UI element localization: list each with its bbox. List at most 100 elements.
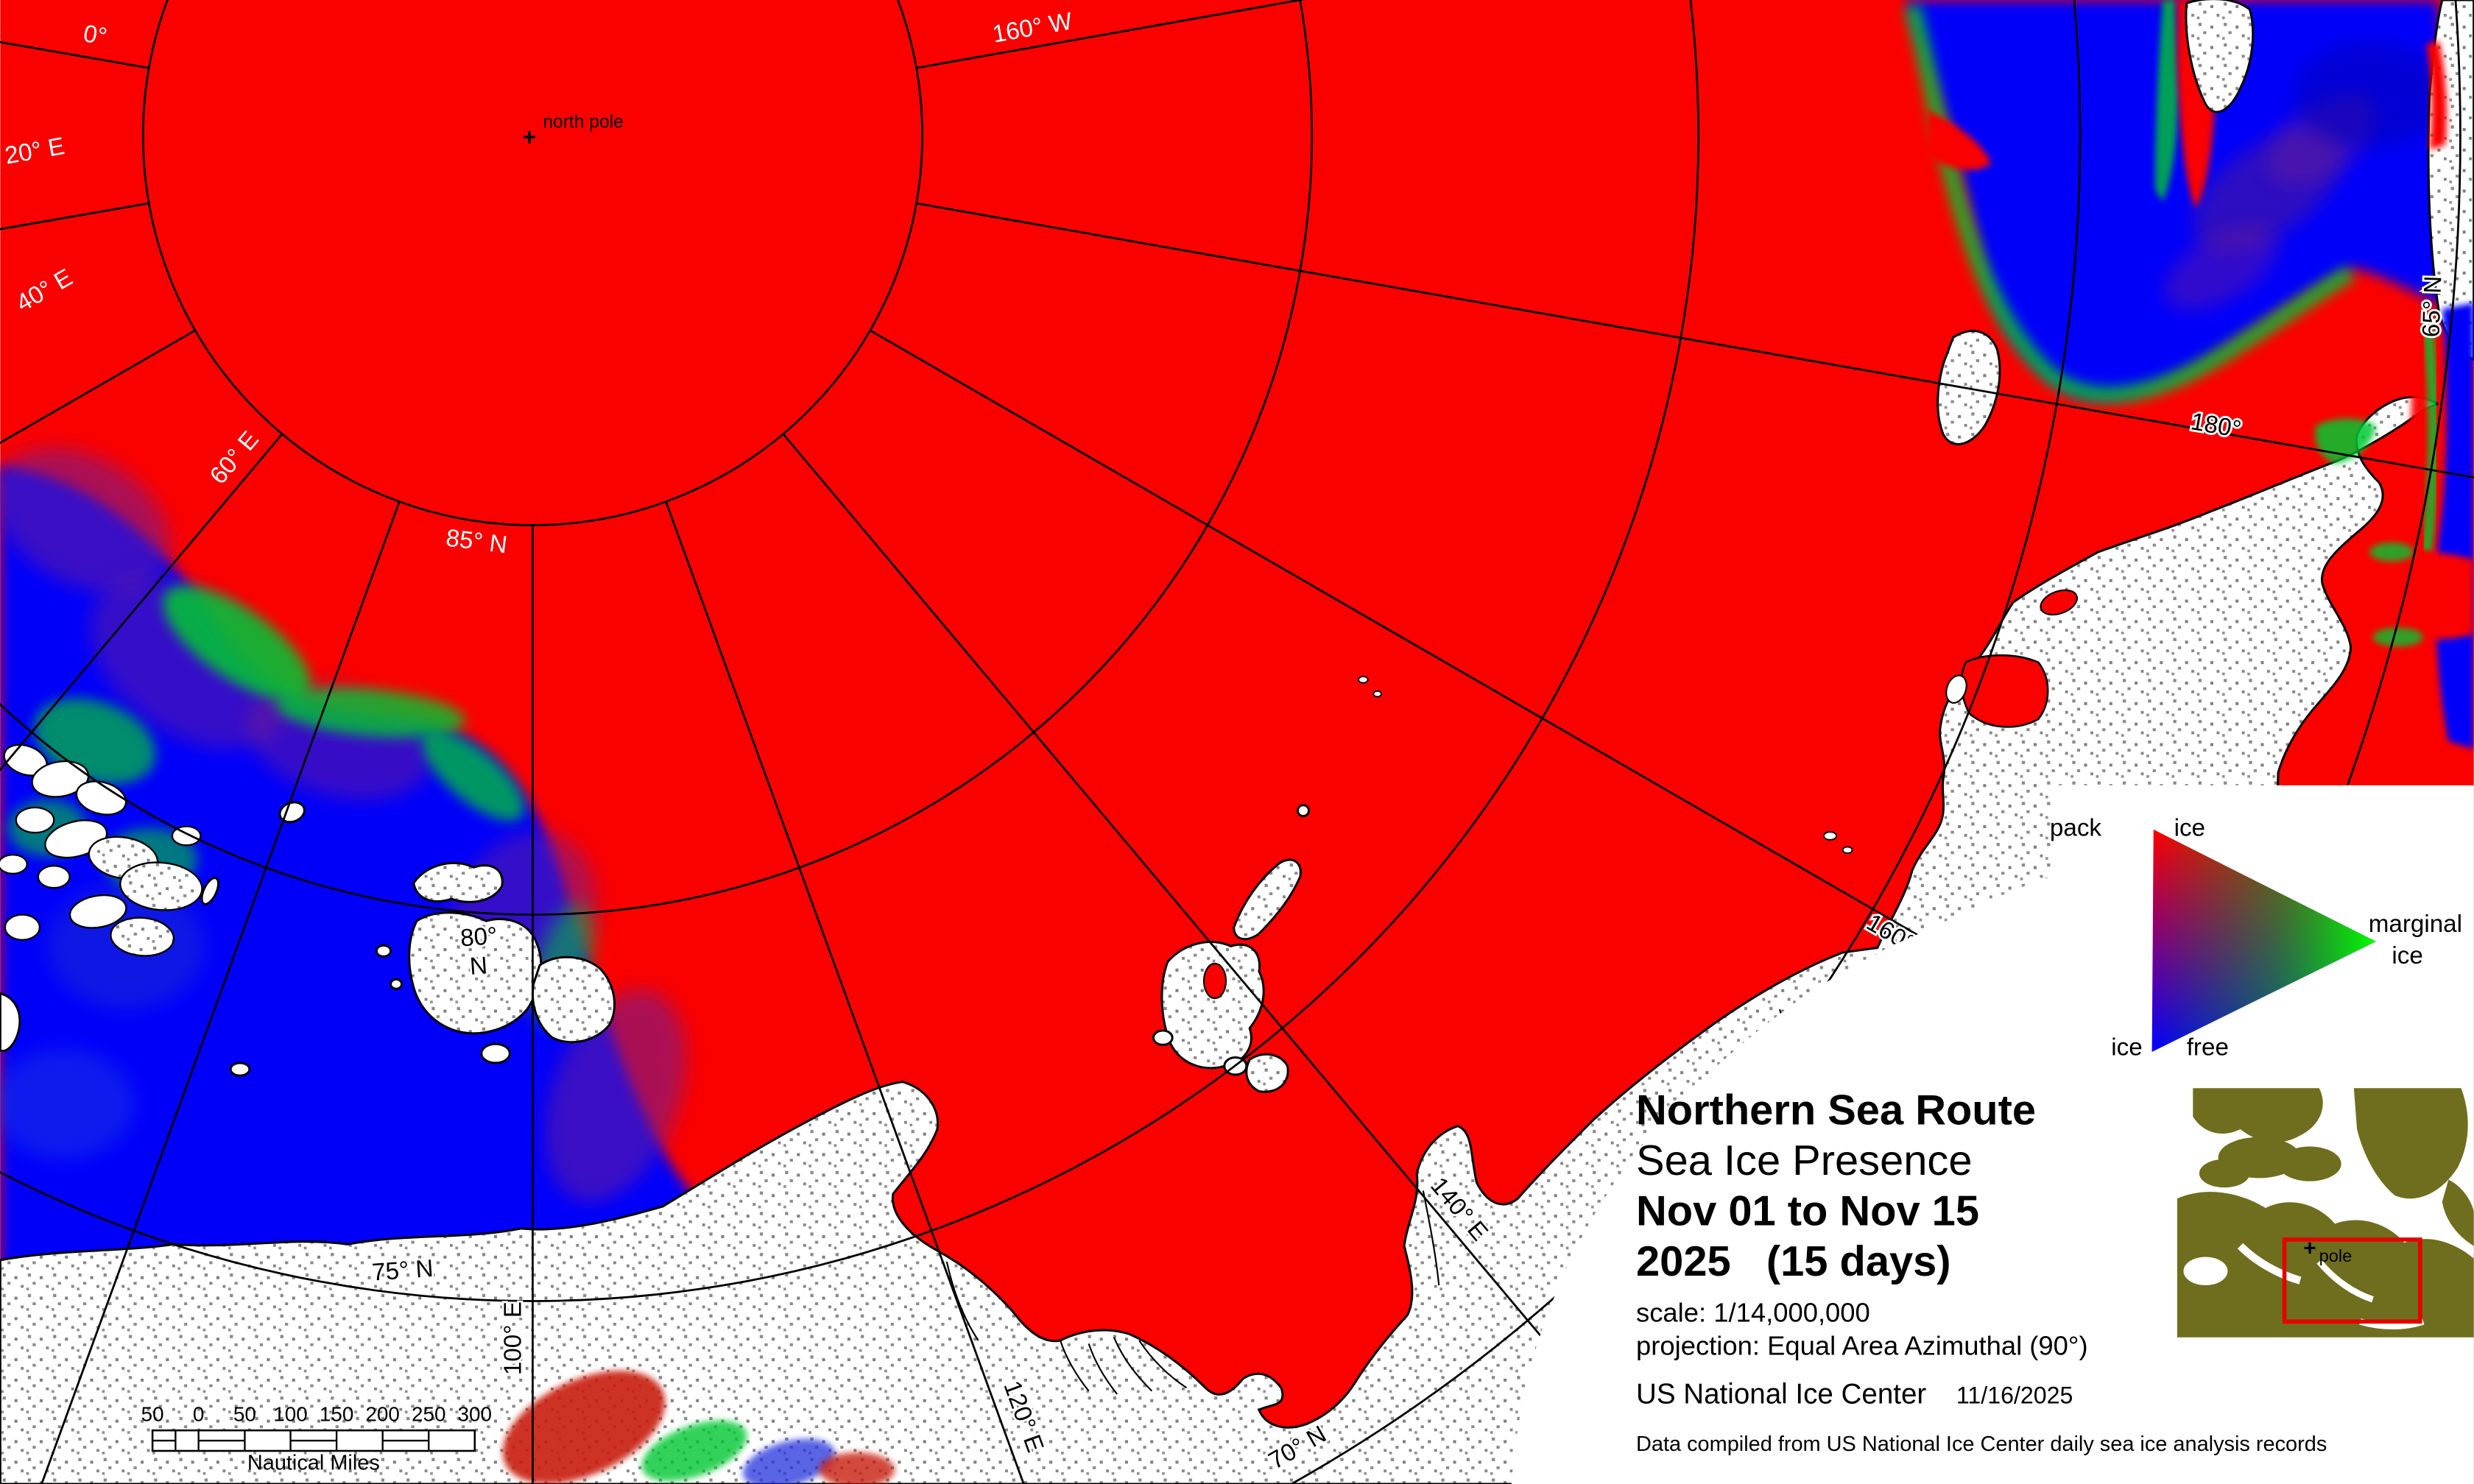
scalebar-tick-label: 100 — [273, 1402, 307, 1425]
marginal-green-seam — [163, 586, 311, 701]
island-top — [2185, 0, 2255, 113]
source-note: Data compiled from US National Ice Cente… — [1636, 1432, 2327, 1456]
marginal-green-seam — [2154, 0, 2179, 202]
inset-map: + pole — [2177, 1088, 2474, 1338]
marginal-green-band — [2420, 314, 2439, 553]
issued-date: 11/16/2025 — [1956, 1382, 2073, 1409]
bay-islet — [1945, 674, 1967, 704]
river — [1088, 1343, 1118, 1395]
agency: US National Ice Center — [1636, 1379, 1926, 1410]
bering-strait-region — [2315, 40, 2474, 749]
pack-ice-coastal-band — [2426, 40, 2447, 150]
meridian-180 — [916, 202, 2474, 479]
inset-extent-rectangle — [2282, 1237, 2422, 1324]
legend-icefree-free-label: free — [2187, 1034, 2229, 1061]
scalebar-dividers — [152, 1430, 430, 1452]
date-range: Nov 01 to Nov 15 — [1636, 1188, 1979, 1235]
meridian-60e — [0, 433, 283, 772]
meridian-140e — [782, 433, 1667, 1484]
islet — [1823, 831, 1838, 841]
islet — [31, 760, 90, 798]
inset-land-greenland — [2353, 1088, 2468, 1199]
gulf-ice-free — [742, 1438, 836, 1484]
title-block: Northern Sea Route Sea Ice Presence Nov … — [1636, 1087, 2327, 1456]
lagoon — [2040, 589, 2078, 616]
ice-free-mottle — [0, 1048, 135, 1159]
marginal-green-seam — [422, 731, 525, 822]
inset-land-blob — [2442, 1179, 2474, 1246]
islet — [0, 854, 28, 875]
graticule-label-80n-line2: N — [469, 952, 488, 981]
chaun-bay — [1960, 654, 2049, 728]
chukchi-ice-free-region — [1904, 0, 2449, 403]
legend: pack ice marginal ice ice free — [2050, 814, 2462, 1061]
scalebar-tick-label: 300 — [458, 1402, 492, 1425]
meridian-0e — [0, 40, 149, 69]
islet — [229, 1061, 251, 1077]
island-kotelny — [1160, 941, 1265, 1070]
scalebar-unit-label: Nautical Miles — [247, 1452, 380, 1475]
marginal-mix-blob — [2164, 226, 2279, 310]
islet — [1296, 804, 1310, 818]
island-new-siberia — [1233, 858, 1302, 941]
scale-bar: 50 0 50 100 150 200 250 300 Nautical Mil… — [141, 1402, 492, 1474]
island-severnaya-zemlya — [531, 955, 616, 1044]
inset-land-blob — [2193, 1088, 2323, 1142]
islet-de-long — [1358, 676, 1369, 684]
graticule-label-65n: 65° N — [2418, 275, 2447, 338]
marginal-green-spot — [2372, 627, 2424, 647]
inset-land-blob — [2277, 1146, 2341, 1181]
river — [945, 1261, 979, 1341]
islet — [1842, 846, 1853, 855]
islet — [15, 806, 55, 834]
islet — [68, 894, 127, 929]
north-pole-label: north pole — [543, 113, 624, 132]
ice-free-mottle — [2294, 40, 2446, 149]
gulf-ice — [819, 1452, 895, 1484]
river — [1060, 1340, 1090, 1392]
island-lyakhovsky — [1245, 1053, 1289, 1093]
islet — [1152, 1029, 1174, 1046]
river — [1138, 1340, 1188, 1389]
inset-pole-marker: + — [2303, 1236, 2316, 1260]
islet — [37, 865, 71, 889]
islet — [4, 914, 41, 941]
gulf-marginal-ice — [641, 1420, 747, 1482]
franz-josef-land — [0, 743, 203, 957]
scalebar-tick-label: 250 — [412, 1402, 445, 1425]
marginal-green-seam — [276, 688, 465, 738]
year-days: 2025 (15 days) — [1636, 1238, 1951, 1285]
legend-marginal-ice-label: ice — [2392, 942, 2422, 969]
inset-land-blob — [2199, 1159, 2250, 1188]
north-pole-marker: + — [522, 124, 536, 150]
scalebar-tick-label: 50 — [233, 1402, 256, 1425]
scale-line: scale: 1/14,000,000 — [1636, 1297, 1870, 1327]
scalebar-tick-label: 0 — [193, 1402, 205, 1425]
islet — [75, 780, 127, 816]
meridian-120e — [665, 501, 1025, 1484]
graticule-label-0: 0° — [81, 20, 109, 51]
pack-ice-finger — [1928, 110, 1992, 171]
anadyr-ice-blob — [2380, 551, 2474, 640]
river — [1422, 1190, 1440, 1286]
inset-channel — [2237, 1243, 2302, 1285]
graticule-label-100e: 100° E — [499, 1301, 526, 1375]
legend-marginal-label: marginal — [2369, 911, 2462, 938]
lagoon — [1202, 962, 1227, 1000]
novaya-zemlya-tip — [0, 992, 21, 1053]
marginal-green-spot — [2369, 542, 2414, 562]
islet — [200, 877, 220, 905]
projection-line: projection: Equal Area Azimuthal (90°) — [1636, 1330, 2088, 1360]
scalebar-tick-label: 200 — [365, 1402, 399, 1425]
inset-pole-label: pole — [2319, 1246, 2353, 1265]
legend-icefree-ice-label: ice — [2111, 1034, 2142, 1061]
ob-gulf-ice — [502, 1371, 666, 1484]
scalebar-tick-label: 150 — [320, 1402, 353, 1425]
marginal-mix-blob — [545, 990, 686, 1202]
islet — [119, 861, 203, 911]
meridian-20e — [0, 202, 149, 230]
islet — [390, 978, 403, 990]
graticule-label-75n: 75° N — [371, 1255, 434, 1287]
